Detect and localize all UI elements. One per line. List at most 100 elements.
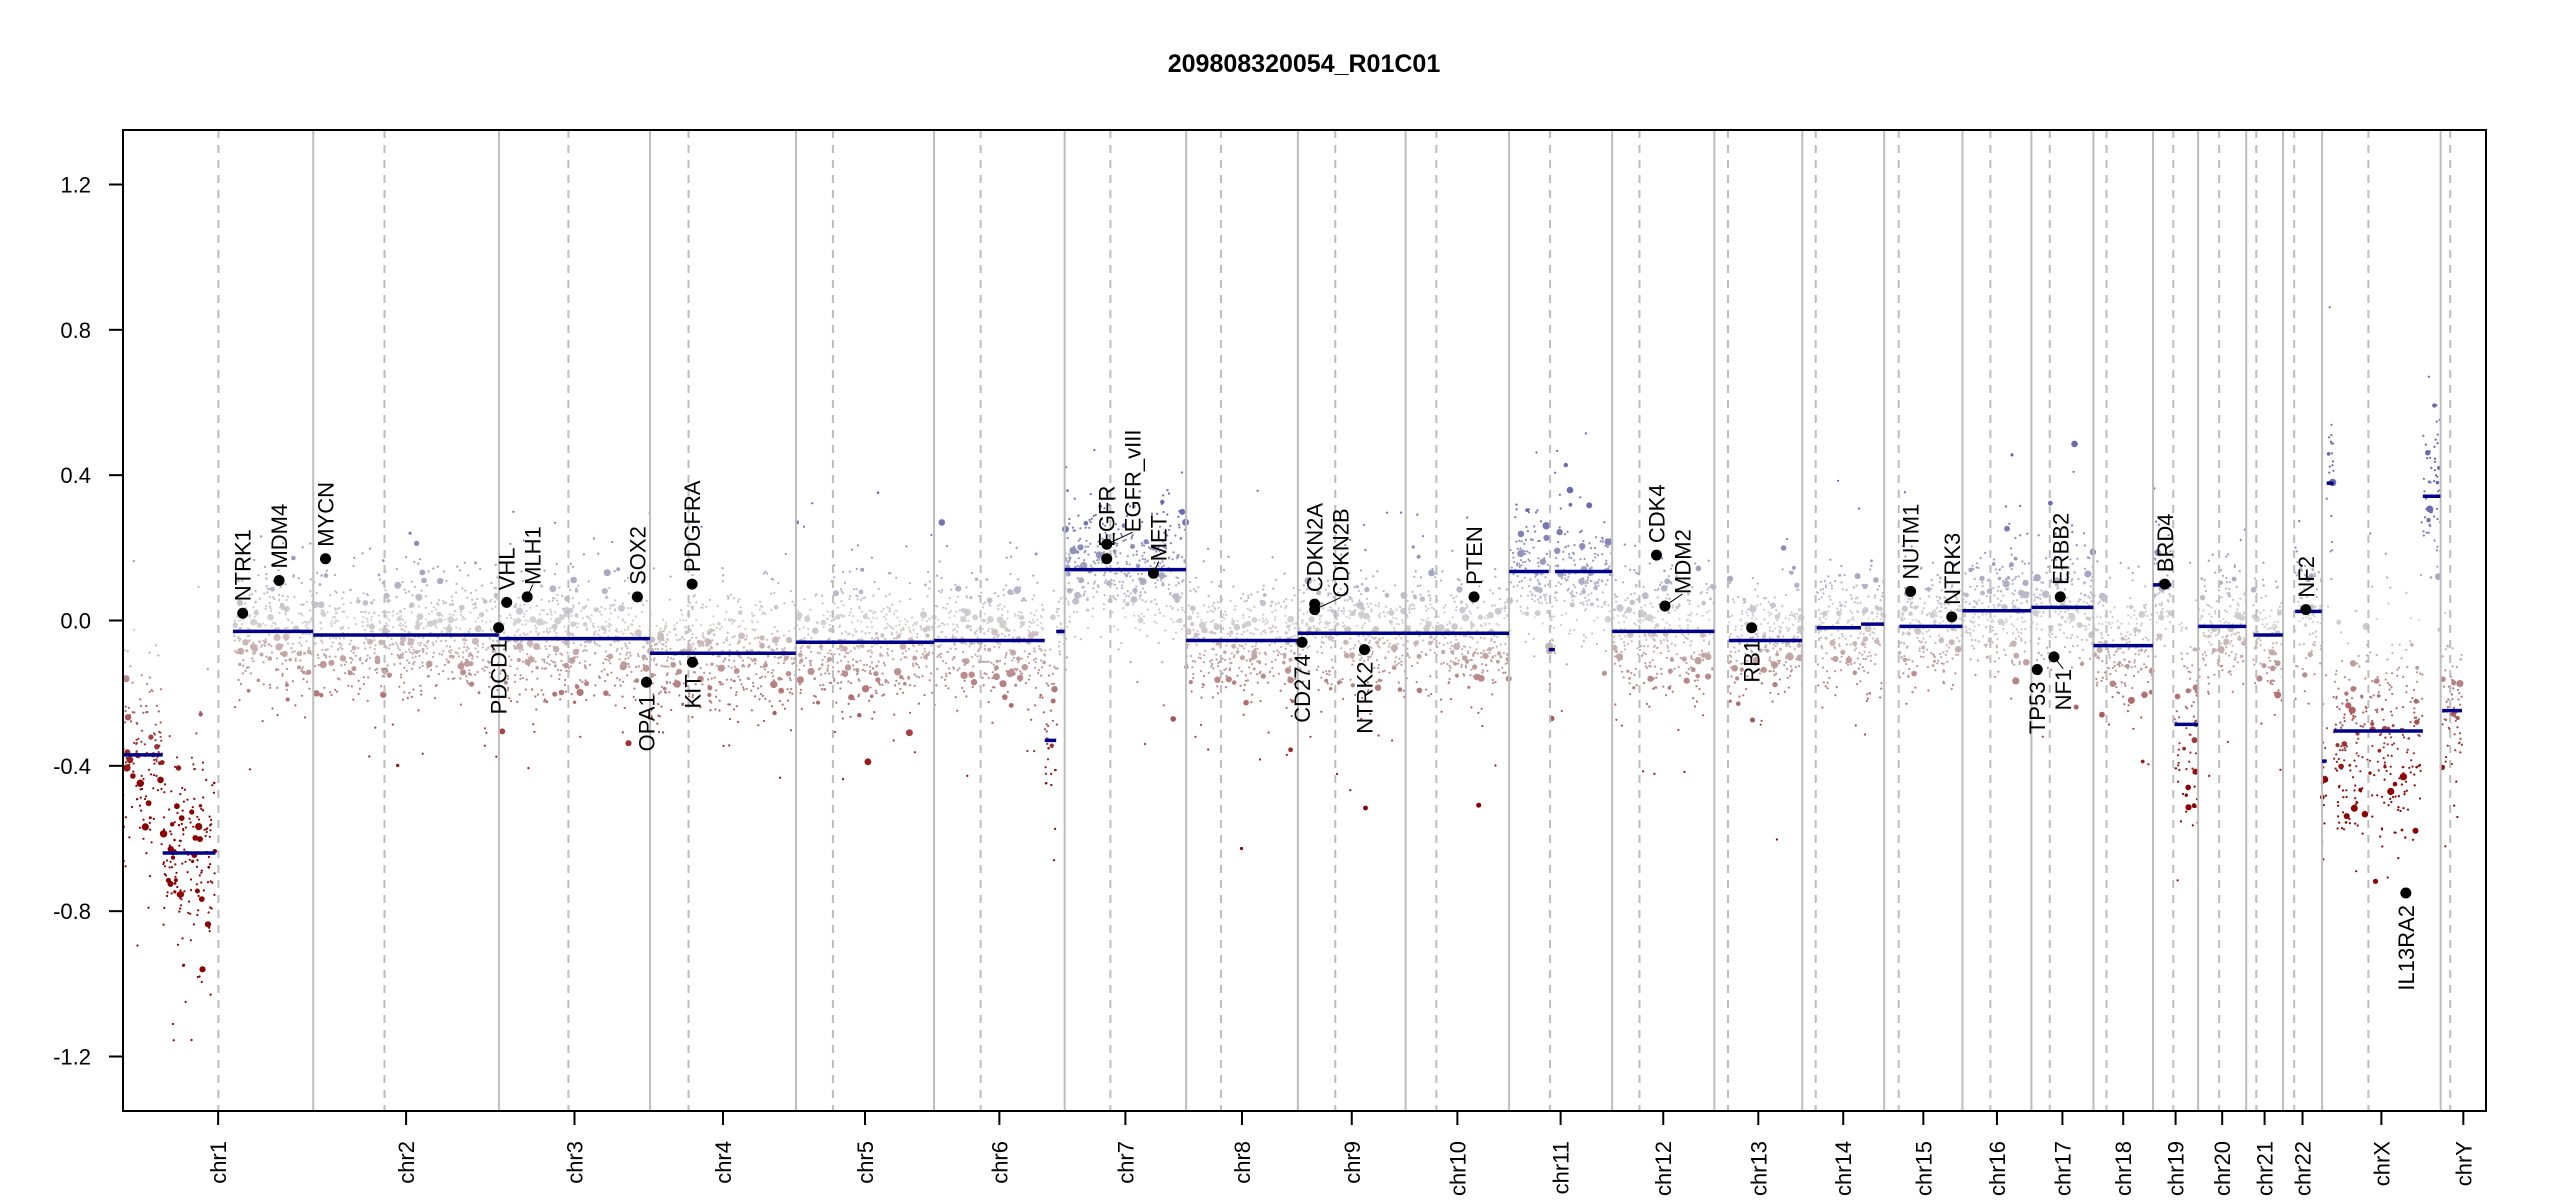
probe-point bbox=[921, 675, 924, 678]
probe-point bbox=[707, 648, 710, 652]
probe-point bbox=[1430, 693, 1433, 696]
probe-point bbox=[386, 664, 389, 667]
probe-point bbox=[1563, 533, 1566, 536]
probe-point bbox=[248, 616, 251, 619]
probe-point bbox=[928, 617, 931, 621]
probe-point bbox=[701, 603, 705, 606]
probe-point bbox=[886, 606, 889, 609]
probe-point bbox=[1143, 622, 1146, 625]
probe-point bbox=[744, 638, 747, 641]
probe-point bbox=[1339, 587, 1342, 590]
probe-point bbox=[616, 567, 621, 572]
probe-point bbox=[773, 604, 779, 610]
probe-point bbox=[306, 669, 312, 675]
probe-point bbox=[1411, 590, 1414, 594]
probe-point bbox=[454, 651, 457, 654]
probe-point bbox=[560, 594, 564, 598]
probe-point bbox=[893, 684, 897, 687]
probe-point bbox=[429, 668, 433, 672]
probe-point bbox=[139, 698, 142, 701]
probe-point bbox=[1287, 676, 1290, 679]
probe-point bbox=[712, 615, 715, 618]
probe-point bbox=[936, 668, 939, 671]
probe-point bbox=[317, 663, 320, 667]
probe-point bbox=[664, 645, 668, 648]
probe-point bbox=[1047, 674, 1051, 677]
probe-point bbox=[198, 874, 201, 877]
probe-point bbox=[604, 607, 607, 610]
probe-point bbox=[1458, 579, 1461, 582]
probe-point bbox=[851, 658, 855, 661]
probe-point bbox=[881, 654, 884, 657]
probe-point bbox=[1353, 586, 1356, 589]
probe-point bbox=[144, 797, 147, 801]
probe-point bbox=[350, 685, 353, 688]
probe-point bbox=[691, 633, 694, 636]
probe-point bbox=[918, 676, 921, 679]
probe-point bbox=[1555, 557, 1558, 560]
probe-point bbox=[157, 776, 164, 784]
probe-point bbox=[162, 923, 165, 926]
probe-point bbox=[1523, 576, 1526, 579]
probe-point bbox=[947, 687, 950, 690]
probe-point bbox=[1378, 616, 1381, 619]
probe-point bbox=[1244, 674, 1248, 677]
probe-point bbox=[1313, 571, 1316, 575]
probe-point bbox=[430, 610, 433, 613]
probe-point bbox=[242, 618, 245, 621]
probe-point bbox=[1442, 606, 1445, 609]
probe-point bbox=[666, 656, 670, 659]
probe-point bbox=[758, 641, 761, 644]
probe-point bbox=[1256, 647, 1259, 650]
probe-point bbox=[421, 664, 424, 667]
probe-point bbox=[341, 647, 344, 651]
probe-point bbox=[863, 596, 867, 599]
probe-point bbox=[1159, 579, 1163, 582]
probe-point bbox=[1590, 566, 1593, 569]
probe-point bbox=[1546, 563, 1549, 566]
probe-point bbox=[1077, 546, 1080, 549]
probe-point bbox=[770, 671, 773, 675]
probe-point bbox=[515, 602, 518, 606]
probe-point bbox=[1502, 651, 1505, 655]
probe-point bbox=[316, 571, 319, 575]
probe-point bbox=[868, 699, 871, 702]
probe-point bbox=[898, 620, 902, 623]
probe-point bbox=[263, 642, 266, 646]
probe-point bbox=[1247, 594, 1250, 597]
probe-point bbox=[1529, 590, 1532, 593]
probe-point bbox=[737, 720, 740, 724]
probe-point bbox=[1121, 523, 1127, 528]
probe-point bbox=[622, 680, 625, 683]
probe-point bbox=[304, 625, 307, 628]
probe-point bbox=[645, 641, 650, 645]
probe-point bbox=[1375, 640, 1380, 645]
probe-point bbox=[991, 721, 994, 724]
probe-point bbox=[555, 632, 558, 635]
probe-point bbox=[142, 711, 145, 714]
probe-point bbox=[1515, 503, 1518, 506]
probe-point bbox=[326, 648, 329, 651]
probe-point bbox=[192, 923, 195, 926]
probe-point bbox=[1078, 577, 1085, 584]
probe-point bbox=[432, 651, 435, 655]
probe-point bbox=[1454, 626, 1457, 629]
probe-point bbox=[285, 667, 289, 671]
probe-point bbox=[1169, 605, 1172, 608]
probe-point bbox=[965, 624, 970, 629]
probe-point bbox=[663, 627, 667, 631]
probe-point bbox=[885, 618, 888, 621]
probe-point bbox=[816, 651, 819, 654]
probe-point bbox=[126, 650, 129, 653]
probe-point bbox=[713, 633, 716, 637]
probe-point bbox=[1016, 674, 1024, 682]
probe-point bbox=[1564, 545, 1567, 548]
probe-point bbox=[940, 676, 944, 679]
probe-point bbox=[1040, 616, 1043, 619]
probe-point bbox=[403, 629, 406, 633]
probe-point bbox=[1006, 617, 1009, 620]
probe-point bbox=[254, 651, 257, 655]
probe-point bbox=[330, 624, 333, 627]
probe-point bbox=[472, 607, 475, 610]
probe-point bbox=[1083, 590, 1086, 593]
